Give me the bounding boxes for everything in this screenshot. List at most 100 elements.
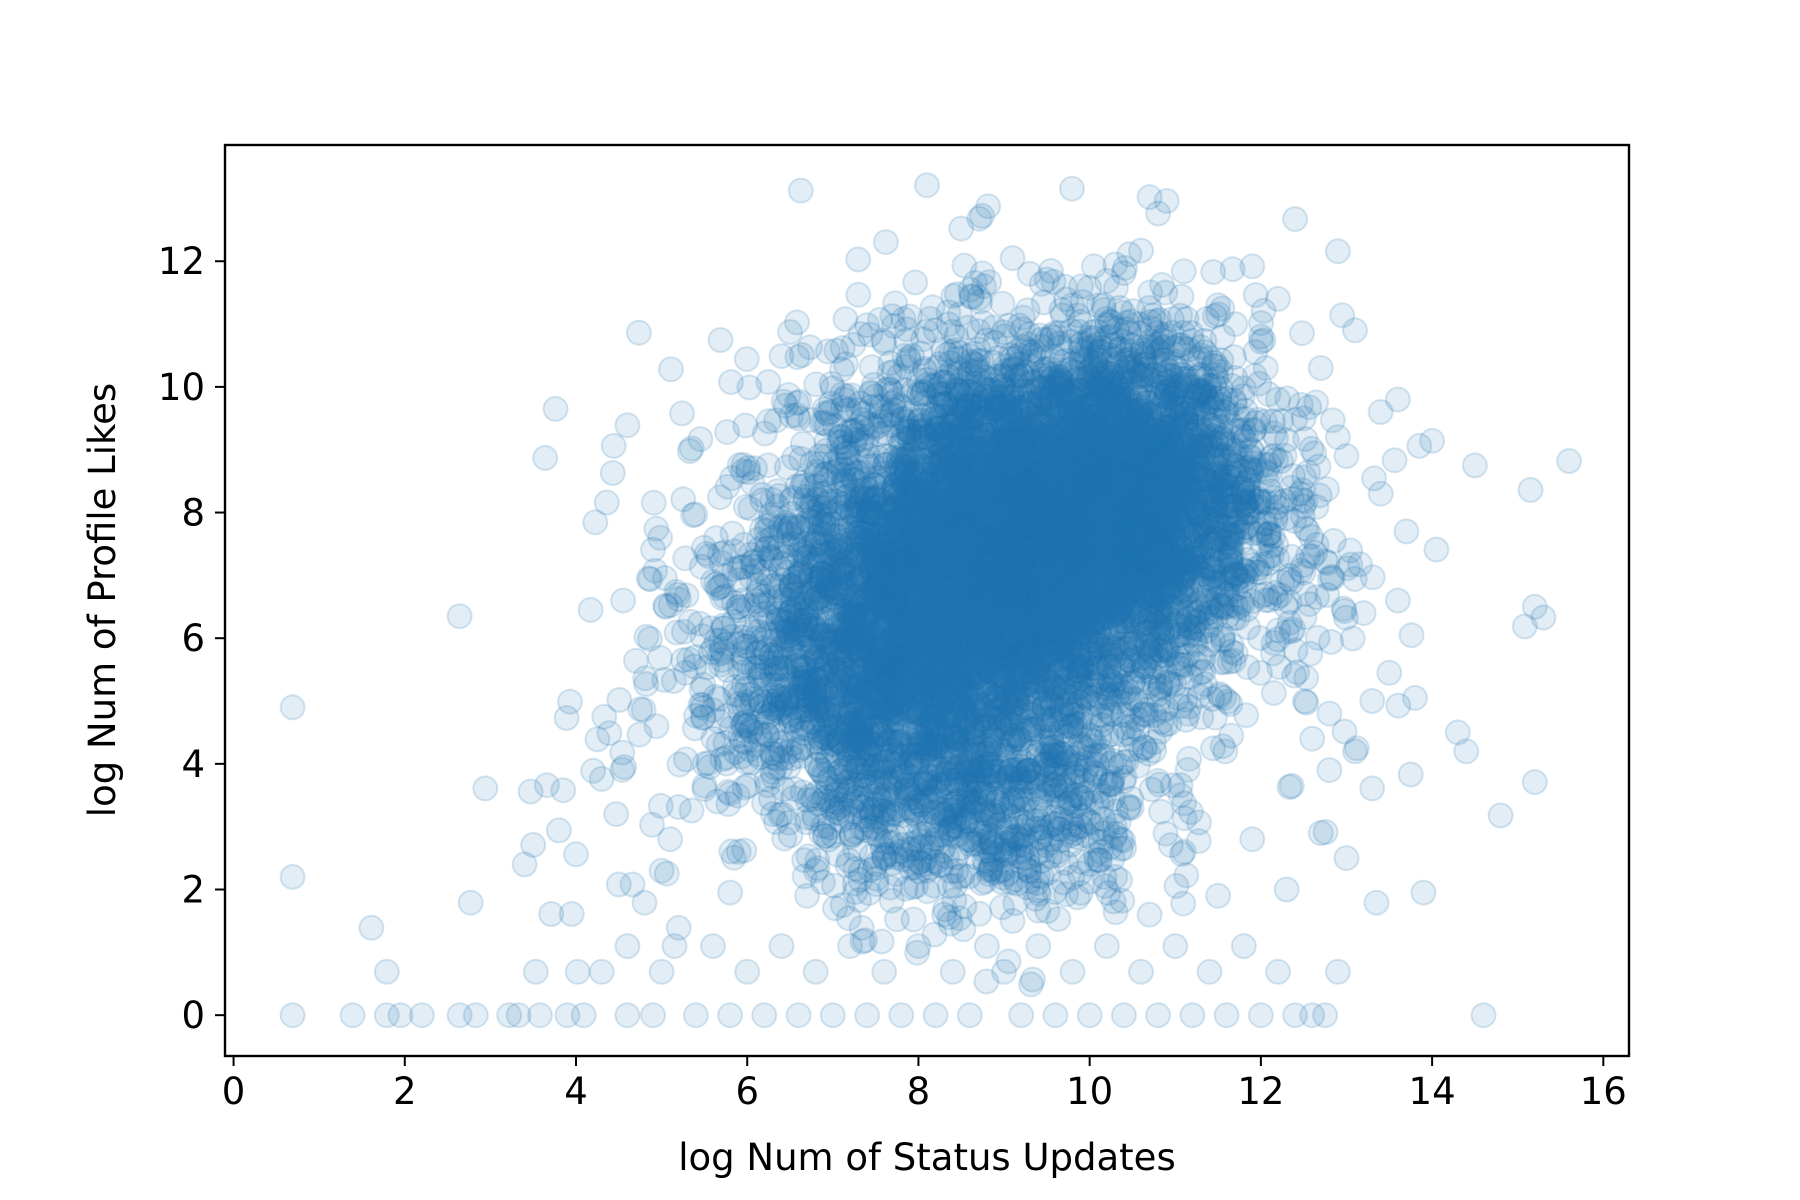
data-point bbox=[1167, 471, 1193, 498]
data-point bbox=[872, 229, 899, 256]
data-point bbox=[1031, 631, 1058, 658]
data-point bbox=[1116, 592, 1143, 619]
data-point bbox=[1065, 534, 1092, 560]
data-point bbox=[1045, 433, 1072, 460]
data-point bbox=[923, 530, 950, 557]
data-point bbox=[1061, 564, 1088, 591]
data-point bbox=[1098, 721, 1125, 748]
data-point bbox=[968, 612, 995, 639]
data-point bbox=[1045, 490, 1072, 517]
data-point bbox=[930, 550, 957, 576]
data-point bbox=[1098, 555, 1125, 582]
data-point bbox=[977, 706, 1004, 732]
data-point bbox=[857, 499, 883, 526]
data-point bbox=[1167, 608, 1194, 634]
data-point bbox=[1026, 388, 1053, 415]
data-point bbox=[1381, 447, 1408, 474]
data-point bbox=[929, 425, 956, 452]
data-point bbox=[887, 648, 914, 675]
data-point bbox=[1004, 571, 1030, 598]
data-point bbox=[1028, 545, 1055, 571]
data-point bbox=[1003, 435, 1030, 462]
data-point bbox=[1190, 378, 1217, 405]
data-point bbox=[1067, 521, 1094, 547]
data-point bbox=[996, 537, 1023, 564]
data-point bbox=[921, 582, 948, 609]
data-point bbox=[1040, 505, 1067, 532]
data-point bbox=[911, 488, 938, 515]
data-point bbox=[892, 446, 919, 473]
data-point bbox=[1040, 470, 1067, 497]
data-point bbox=[1130, 468, 1157, 495]
data-point bbox=[1017, 424, 1044, 451]
data-point bbox=[984, 560, 1011, 587]
data-point bbox=[1033, 486, 1060, 513]
data-point bbox=[1068, 530, 1095, 556]
data-point bbox=[1011, 467, 1038, 494]
data-point bbox=[1063, 422, 1089, 449]
data-point bbox=[980, 431, 1007, 458]
data-point bbox=[786, 532, 813, 559]
data-point bbox=[1186, 382, 1213, 408]
data-point bbox=[943, 281, 970, 308]
data-point bbox=[1032, 464, 1059, 491]
data-point bbox=[976, 421, 1003, 448]
data-point bbox=[1110, 653, 1136, 680]
data-point bbox=[1260, 680, 1287, 706]
data-point bbox=[879, 496, 906, 522]
data-point bbox=[921, 582, 948, 609]
data-point bbox=[940, 462, 967, 488]
data-point bbox=[1143, 484, 1170, 511]
data-point bbox=[1055, 475, 1082, 502]
data-point bbox=[828, 560, 855, 587]
data-point bbox=[1002, 645, 1028, 672]
data-point bbox=[1062, 618, 1089, 644]
data-point bbox=[1105, 477, 1132, 504]
data-point bbox=[986, 631, 1013, 657]
data-point bbox=[948, 639, 975, 666]
data-point bbox=[914, 631, 941, 658]
data-point bbox=[951, 378, 978, 405]
data-point bbox=[1008, 530, 1035, 557]
data-point bbox=[1146, 619, 1172, 646]
data-point bbox=[836, 601, 863, 628]
data-point bbox=[1070, 613, 1096, 640]
data-point bbox=[1098, 493, 1125, 520]
data-point bbox=[1061, 458, 1087, 485]
data-point bbox=[923, 562, 950, 589]
data-point bbox=[1029, 362, 1056, 389]
data-point bbox=[974, 327, 1000, 354]
data-point bbox=[1102, 630, 1129, 657]
data-point bbox=[1053, 456, 1080, 483]
data-point bbox=[908, 446, 935, 473]
data-point bbox=[960, 476, 987, 503]
data-point bbox=[1293, 689, 1320, 716]
data-points bbox=[279, 172, 1583, 1029]
data-point bbox=[951, 252, 978, 279]
data-point bbox=[751, 420, 778, 447]
data-point bbox=[1146, 467, 1173, 494]
data-point bbox=[1221, 493, 1248, 520]
data-point bbox=[614, 412, 641, 439]
data-point bbox=[1155, 560, 1182, 587]
data-point bbox=[845, 246, 872, 273]
data-point bbox=[1046, 451, 1073, 478]
data-point bbox=[1003, 466, 1030, 493]
data-point bbox=[877, 377, 904, 403]
data-point bbox=[1092, 375, 1119, 402]
data-point bbox=[990, 513, 1017, 540]
data-point bbox=[1184, 532, 1211, 559]
data-point bbox=[996, 574, 1023, 601]
data-point bbox=[1089, 530, 1116, 557]
data-point bbox=[1278, 772, 1305, 799]
data-point bbox=[1013, 509, 1040, 536]
data-point bbox=[949, 485, 976, 512]
data-point bbox=[787, 177, 814, 204]
data-point bbox=[1027, 483, 1054, 510]
data-point bbox=[1064, 541, 1091, 567]
data-point bbox=[1007, 361, 1034, 388]
data-point bbox=[1261, 579, 1288, 606]
data-point bbox=[895, 552, 921, 579]
data-point bbox=[1047, 498, 1074, 525]
